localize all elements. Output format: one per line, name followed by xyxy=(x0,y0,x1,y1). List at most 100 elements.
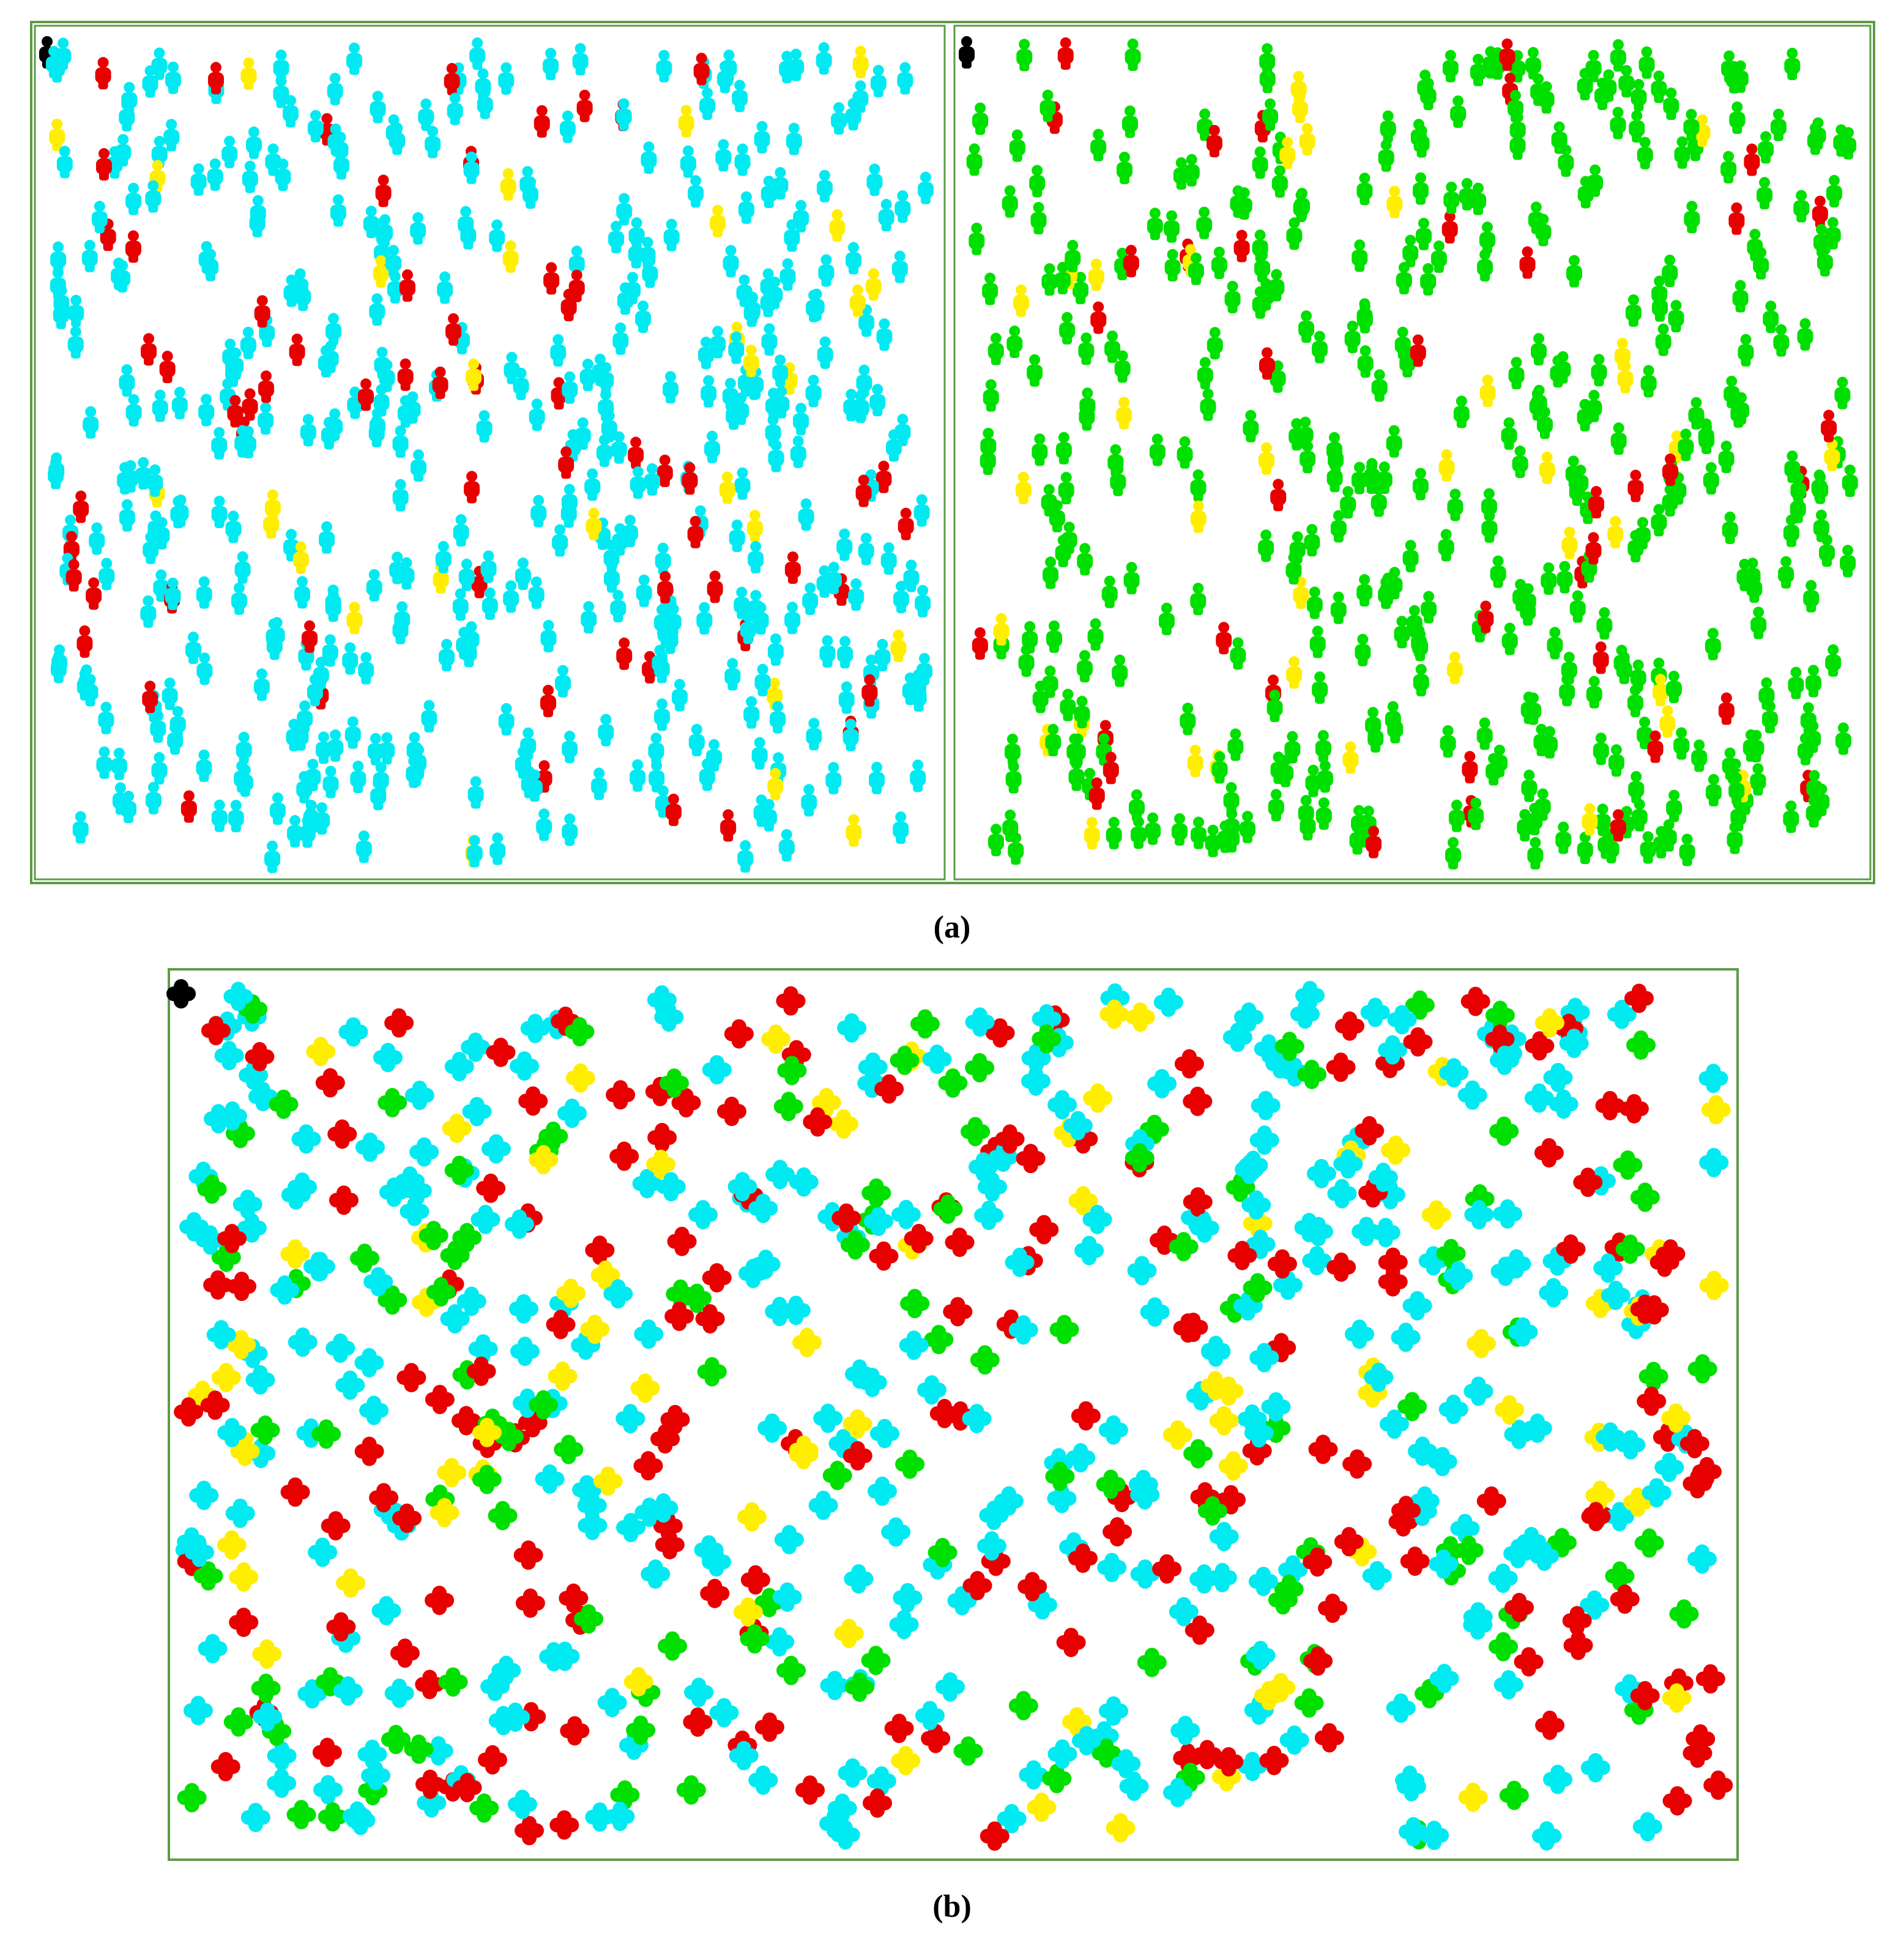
agent-legs xyxy=(413,472,423,482)
agent-head xyxy=(1512,127,1523,139)
agent-legs xyxy=(1199,229,1210,239)
agent-head xyxy=(1482,375,1493,386)
agent-part xyxy=(827,1678,842,1693)
agent-legs xyxy=(991,355,1001,365)
agent-legs xyxy=(839,551,850,561)
agent-icon xyxy=(858,532,874,565)
agent-body xyxy=(876,471,892,487)
agent-head xyxy=(1610,516,1621,528)
agent-head xyxy=(1357,633,1369,645)
agent-legs xyxy=(1446,204,1457,214)
agent-icon xyxy=(915,584,931,617)
agent-legs xyxy=(1766,323,1776,334)
agent-legs xyxy=(858,497,869,507)
agent-body xyxy=(653,709,670,725)
agent-head xyxy=(164,677,176,689)
agent-legs xyxy=(94,223,105,234)
agent-head xyxy=(632,759,644,770)
agent-legs xyxy=(261,393,271,403)
agent-head xyxy=(1595,733,1607,744)
agent-part xyxy=(1446,1401,1461,1417)
agent-icon xyxy=(480,550,497,583)
agent-legs xyxy=(756,625,766,635)
agent-part xyxy=(1642,1535,1657,1551)
agent-icon xyxy=(322,634,338,667)
agent-part xyxy=(566,1590,581,1606)
agent-icon xyxy=(653,698,670,731)
agent-legs xyxy=(740,862,751,873)
agent-body xyxy=(719,482,735,498)
agent-part xyxy=(709,1062,724,1078)
agent-head xyxy=(285,95,297,106)
agent-legs xyxy=(696,75,707,86)
agent-head xyxy=(900,507,912,519)
agent-head xyxy=(1269,689,1281,701)
agent-icon xyxy=(72,811,89,844)
agent-body xyxy=(196,759,212,776)
agent-legs xyxy=(1046,579,1056,589)
agent-legs xyxy=(228,533,239,543)
agent-head xyxy=(983,427,994,439)
agent-legs xyxy=(168,84,179,94)
agent-legs xyxy=(84,262,95,272)
agent-legs xyxy=(1352,844,1363,855)
agent-head xyxy=(1815,223,1827,235)
agent-legs xyxy=(52,72,62,83)
agent-legs xyxy=(1786,537,1796,547)
agent-part xyxy=(321,1782,336,1797)
agent-head xyxy=(975,102,986,114)
agent-body xyxy=(616,203,633,220)
agent-legs xyxy=(124,104,135,114)
agent-legs xyxy=(349,65,360,75)
agent-legs xyxy=(1502,61,1512,71)
agent-body xyxy=(894,200,911,217)
agent-part xyxy=(343,1575,359,1590)
agent-body xyxy=(96,756,113,773)
agent-legs xyxy=(996,649,1006,660)
agent-legs xyxy=(828,584,839,594)
agent-legs xyxy=(614,453,624,464)
agent-body xyxy=(286,729,302,745)
agent-body xyxy=(902,682,918,699)
agent-legs xyxy=(1484,532,1495,543)
agent-head xyxy=(627,272,639,283)
agent-head xyxy=(375,255,387,267)
agent-icon xyxy=(145,781,162,815)
agent-legs xyxy=(1820,266,1830,277)
agent-head xyxy=(847,98,859,110)
agent-icon xyxy=(903,559,920,592)
agent-legs xyxy=(722,494,732,504)
agent-body xyxy=(663,229,680,245)
agent-body xyxy=(737,850,754,867)
agent-legs xyxy=(472,60,483,70)
agent-head xyxy=(839,636,851,647)
agent-head xyxy=(642,237,653,248)
agent-legs xyxy=(718,162,729,172)
agent-legs xyxy=(330,146,341,156)
agent-icon xyxy=(836,528,853,561)
agent-head xyxy=(1415,172,1427,184)
agent-head xyxy=(121,499,133,510)
agent-icon xyxy=(641,141,657,174)
agent-head xyxy=(97,57,109,69)
agent-legs xyxy=(1021,666,1032,677)
agent-part xyxy=(477,1800,492,1816)
agent-legs xyxy=(1453,117,1463,128)
agent-icon xyxy=(720,809,737,842)
agent-legs xyxy=(737,166,748,176)
agent-head xyxy=(564,371,576,382)
agent-legs xyxy=(503,190,513,201)
agent-icon xyxy=(307,110,324,143)
agent-legs xyxy=(1448,859,1459,870)
agent-body xyxy=(779,269,796,285)
agent-legs xyxy=(1511,379,1522,390)
agent-head xyxy=(718,139,729,151)
agent-head xyxy=(381,732,393,744)
agent-body xyxy=(604,570,620,587)
agent-legs xyxy=(448,335,459,346)
agent-head xyxy=(646,463,658,474)
agent-head xyxy=(632,466,644,478)
agent-legs xyxy=(986,401,996,412)
agent-legs xyxy=(751,564,761,574)
agent-head xyxy=(883,542,894,554)
